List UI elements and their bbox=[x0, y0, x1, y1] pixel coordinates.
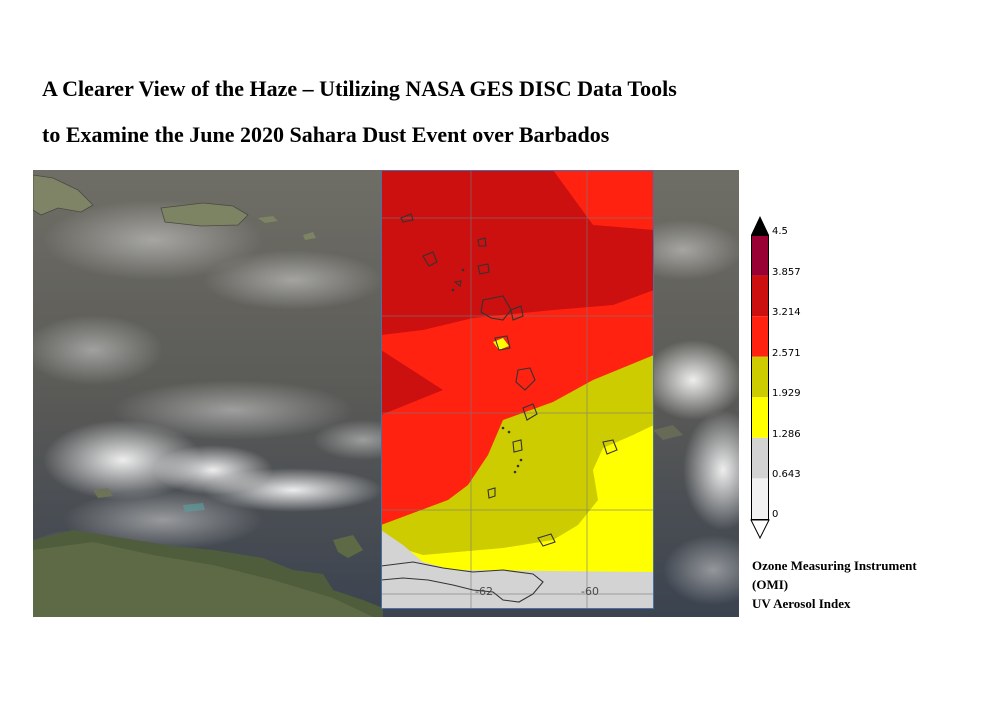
title-line-2: to Examine the June 2020 Sahara Dust Eve… bbox=[42, 122, 610, 147]
colorbar-max-arrow bbox=[751, 216, 769, 235]
aerosol-index-overlay: -62 -60 bbox=[381, 170, 654, 609]
colorbar bbox=[748, 214, 818, 544]
colorbar-band bbox=[752, 437, 768, 479]
title-line-1: A Clearer View of the Haze – Utilizing N… bbox=[42, 76, 677, 101]
longitude-label-east: -60 bbox=[581, 585, 599, 598]
colorbar-border bbox=[751, 235, 769, 520]
legend-line-2: (OMI) bbox=[752, 577, 789, 592]
legend-caption: Ozone Measuring Instrument (OMI) UV Aero… bbox=[752, 556, 977, 613]
colorbar-band bbox=[752, 356, 768, 398]
colorbar-tick-label: 1.929 bbox=[772, 388, 801, 399]
colorbar-band bbox=[752, 235, 768, 276]
overlay-frame bbox=[381, 170, 654, 609]
colorbar-band bbox=[752, 397, 768, 438]
legend-line-1: Ozone Measuring Instrument bbox=[752, 558, 917, 573]
colorbar-tick-label: 1.286 bbox=[772, 429, 801, 440]
longitude-label-west: -62 bbox=[475, 585, 493, 598]
colorbar-min-arrow bbox=[750, 519, 770, 540]
colorbar-band bbox=[752, 478, 768, 519]
colorbar-tick-label: 4.5 bbox=[772, 226, 788, 237]
colorbar-tick-label: 3.857 bbox=[772, 267, 801, 278]
colorbar-band bbox=[752, 316, 768, 357]
colorbar-tick-label: 2.571 bbox=[772, 348, 801, 359]
colorbar-tick-label: 3.214 bbox=[772, 307, 801, 318]
colorbar-tick-label: 0 bbox=[772, 509, 779, 520]
colorbar-tick-label: 0.643 bbox=[772, 469, 801, 480]
satellite-map-figure: -62 -60 bbox=[33, 170, 739, 617]
legend-line-3: UV Aerosol Index bbox=[752, 596, 851, 611]
colorbar-band bbox=[752, 275, 768, 317]
